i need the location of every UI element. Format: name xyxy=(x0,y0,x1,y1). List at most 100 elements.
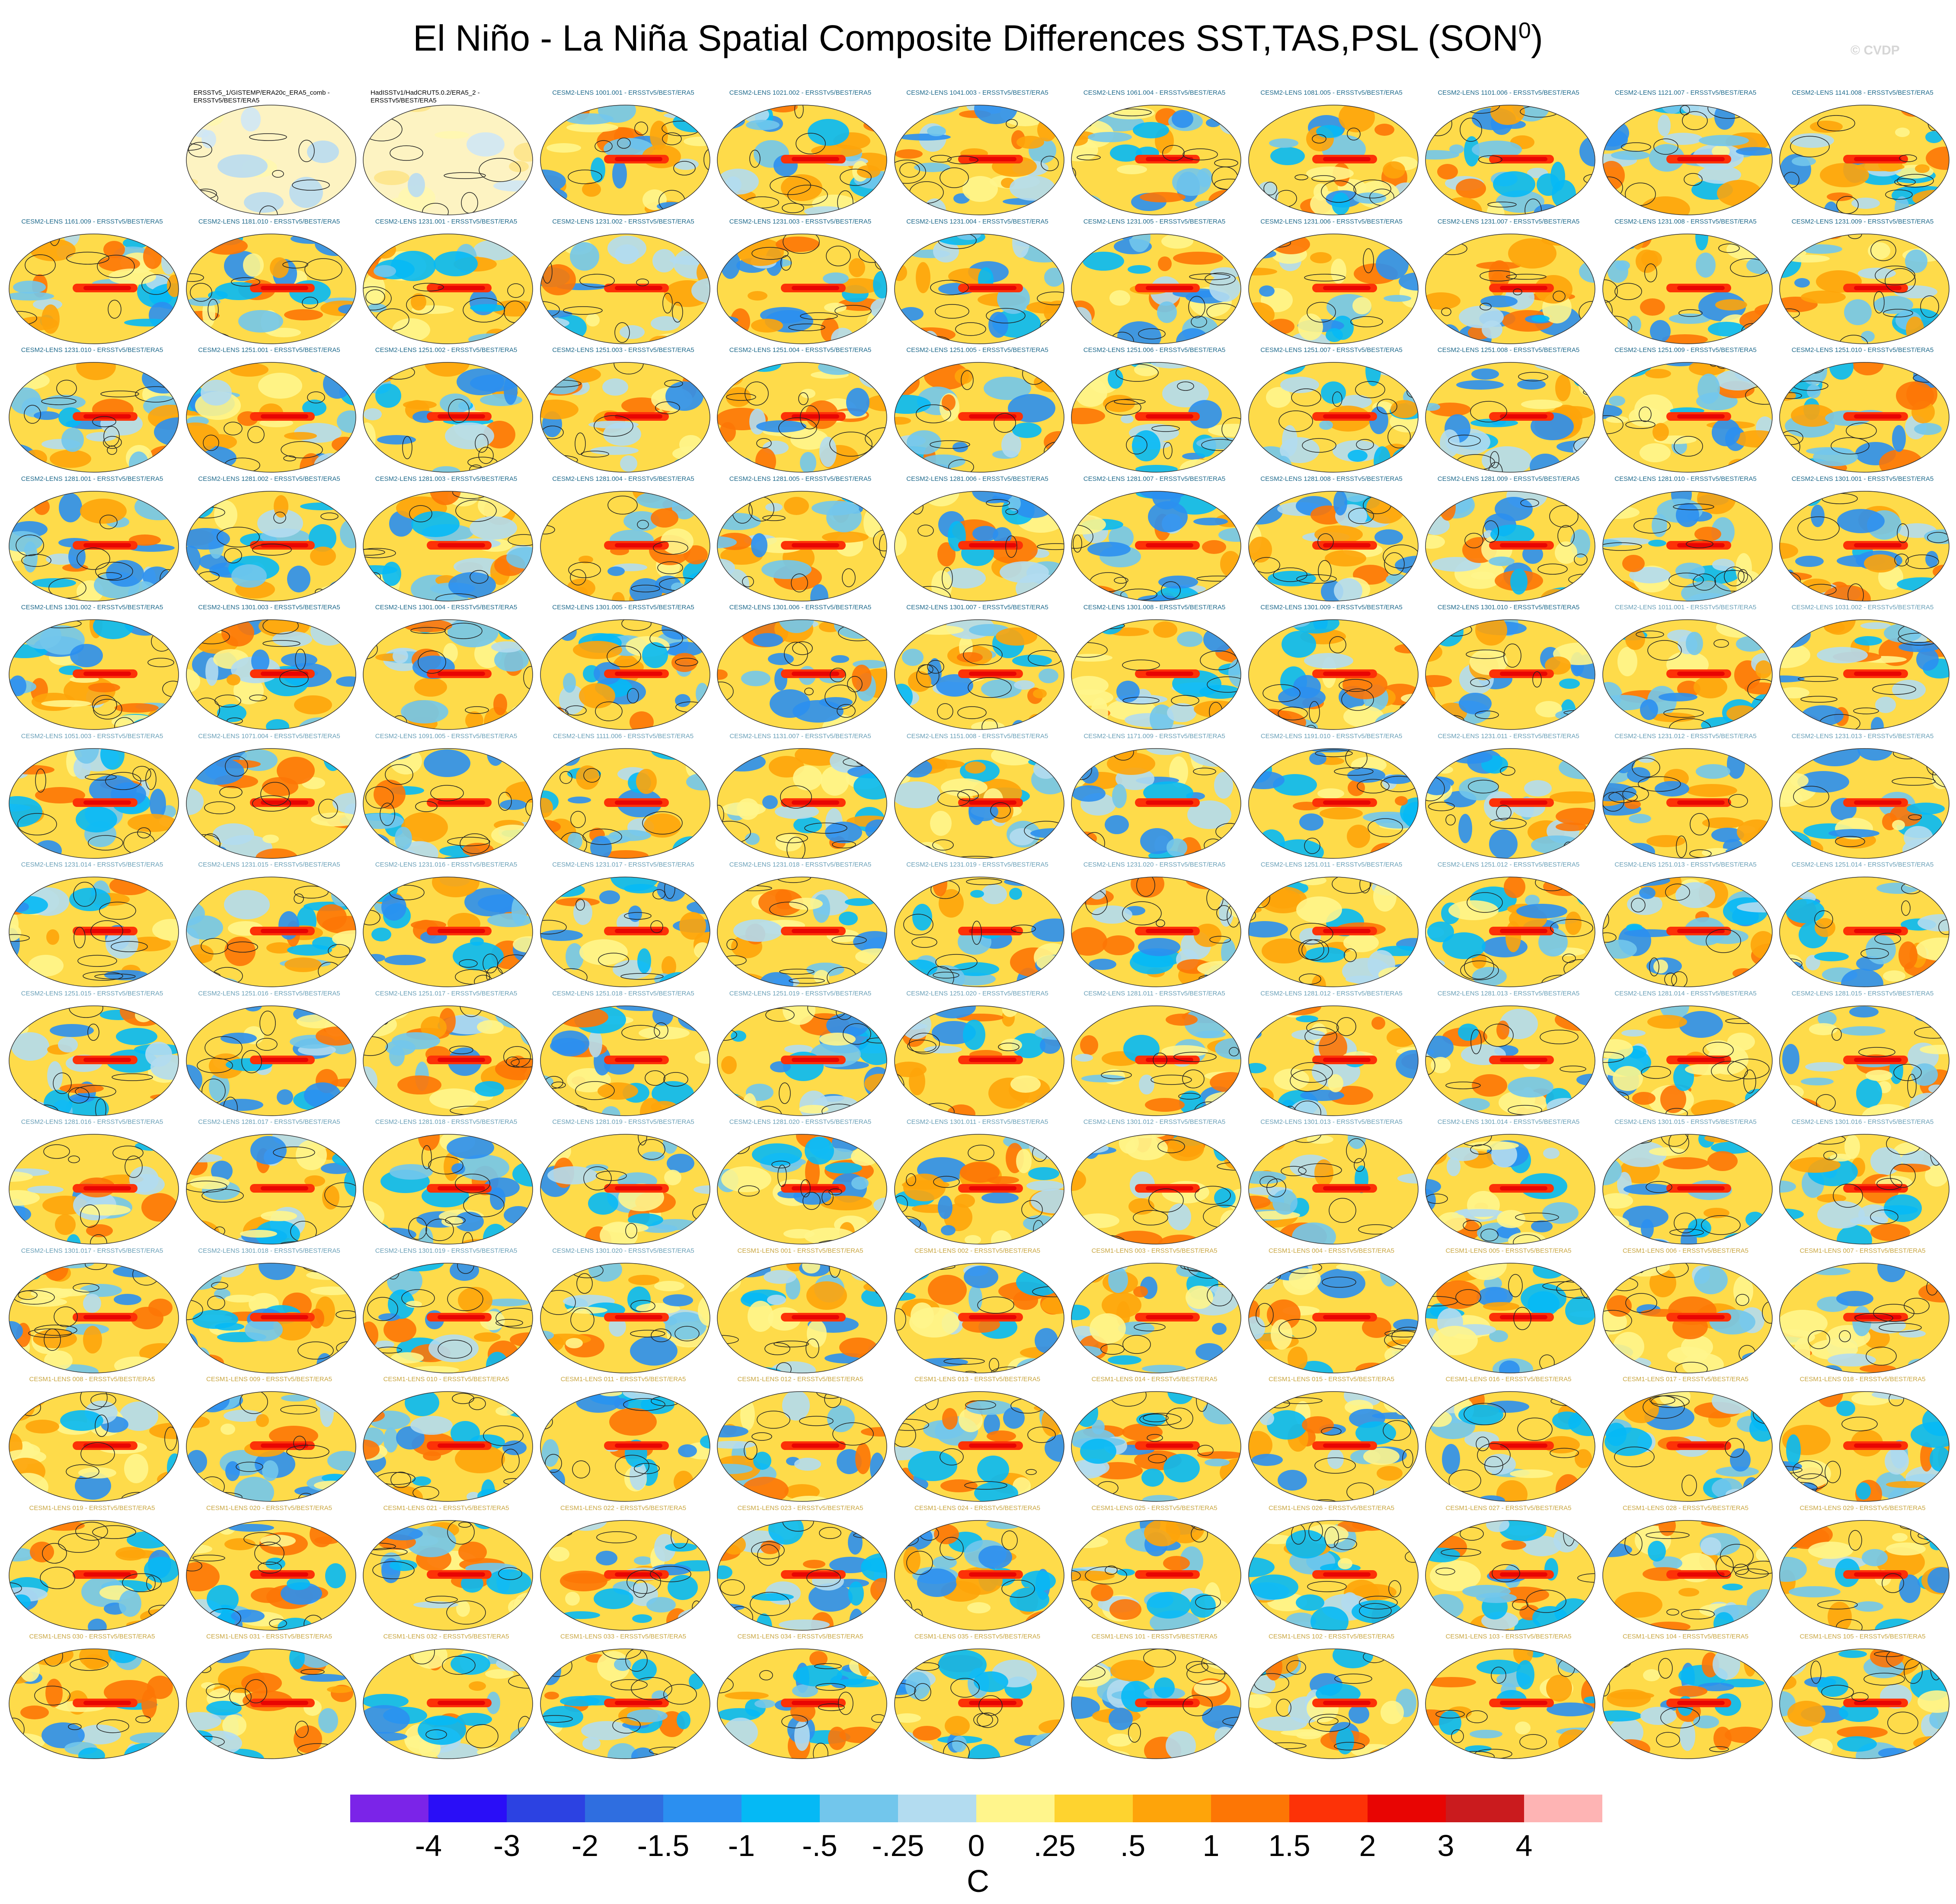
panel-label: CESM2-LENS 1251.009 - ERSSTv5/BEST/ERA5 xyxy=(1614,346,1757,354)
world-map xyxy=(1248,233,1419,344)
panel-label: CESM2-LENS 1231.009 - ERSSTv5/BEST/ERA5 xyxy=(1791,218,1934,225)
map-panel: CESM2-LENS 1301.010 - ERSSTv5/BEST/ERA5 xyxy=(1420,604,1597,733)
panel-label: CESM2-LENS 1251.012 - ERSSTv5/BEST/ERA5 xyxy=(1437,861,1580,868)
map-panel: CESM2-LENS 1231.018 - ERSSTv5/BEST/ERA5 xyxy=(712,861,889,991)
world-map xyxy=(894,619,1064,730)
panel-label: CESM2-LENS 1281.010 - ERSSTv5/BEST/ERA5 xyxy=(1614,475,1757,483)
panel-label: CESM2-LENS 1251.003 - ERSSTv5/BEST/ERA5 xyxy=(552,346,694,354)
map-panel: CESM1-LENS 026 - ERSSTv5/BEST/ERA5 xyxy=(1243,1504,1420,1634)
colorbar-tick-label: .5 xyxy=(1120,1829,1146,1862)
panel-label: CESM1-LENS 001 - ERSSTv5/BEST/ERA5 xyxy=(737,1247,863,1254)
world-map xyxy=(1071,1648,1241,1759)
world-map xyxy=(185,1134,356,1245)
map-panel: CESM2-LENS 1301.013 - ERSSTv5/BEST/ERA5 xyxy=(1243,1118,1420,1248)
colorbar-swatch xyxy=(350,1795,428,1822)
panel-label: CESM2-LENS 1231.010 - ERSSTv5/BEST/ERA5 xyxy=(21,346,163,354)
panel-label: CESM2-LENS 1231.015 - ERSSTv5/BEST/ERA5 xyxy=(198,861,340,868)
map-panel: CESM1-LENS 103 - ERSSTv5/BEST/ERA5 xyxy=(1420,1633,1597,1763)
panel-label: CESM1-LENS 019 - ERSSTv5/BEST/ERA5 xyxy=(29,1504,155,1512)
panel-label: CESM1-LENS 012 - ERSSTv5/BEST/ERA5 xyxy=(737,1376,863,1383)
world-map xyxy=(1779,362,1950,473)
world-map xyxy=(1779,1262,1950,1373)
world-map xyxy=(363,1520,533,1631)
world-map xyxy=(894,1005,1064,1116)
map-panel: CESM2-LENS 1231.013 - ERSSTv5/BEST/ERA5 xyxy=(1774,733,1951,862)
panel-label: CESM1-LENS 005 - ERSSTv5/BEST/ERA5 xyxy=(1445,1247,1572,1254)
panel-label: CESM2-LENS 1251.020 - ERSSTv5/BEST/ERA5 xyxy=(906,989,1048,997)
map-panel: CESM2-LENS 1251.002 - ERSSTv5/BEST/ERA5 xyxy=(358,346,535,476)
map-panel: CESM2-LENS 1231.009 - ERSSTv5/BEST/ERA5 xyxy=(1774,218,1951,348)
world-map xyxy=(1248,1648,1419,1759)
world-map xyxy=(1779,1520,1950,1631)
map-panel: CESM1-LENS 018 - ERSSTv5/BEST/ERA5 xyxy=(1774,1376,1951,1505)
colorbar-tick-label: -4 xyxy=(415,1829,442,1862)
panel-label: CESM2-LENS 1301.018 - ERSSTv5/BEST/ERA5 xyxy=(198,1247,340,1254)
panel-label: CESM2-LENS 1251.008 - ERSSTv5/BEST/ERA5 xyxy=(1437,346,1580,354)
colorbar-tick-label: -3 xyxy=(493,1829,521,1862)
map-panel: CESM1-LENS 004 - ERSSTv5/BEST/ERA5 xyxy=(1243,1247,1420,1377)
panel-label: CESM1-LENS 002 - ERSSTv5/BEST/ERA5 xyxy=(914,1247,1040,1254)
title-text: El Niño - La Niña Spatial Composite Diff… xyxy=(413,18,1518,58)
map-panel: CESM2-LENS 1251.015 - ERSSTv5/BEST/ERA5 xyxy=(3,990,181,1120)
world-map xyxy=(363,877,533,987)
panel-label: CESM2-LENS 1281.009 - ERSSTv5/BEST/ERA5 xyxy=(1437,475,1580,483)
map-panel: CESM1-LENS 035 - ERSSTv5/BEST/ERA5 xyxy=(889,1633,1066,1763)
panel-label: CESM2-LENS 1231.006 - ERSSTv5/BEST/ERA5 xyxy=(1260,218,1403,225)
panel-label: CESM2-LENS 1031.002 - ERSSTv5/BEST/ERA5 xyxy=(1791,604,1934,611)
panel-label: CESM2-LENS 1251.006 - ERSSTv5/BEST/ERA5 xyxy=(1083,346,1226,354)
map-panel: CESM2-LENS 1111.006 - ERSSTv5/BEST/ERA5 xyxy=(535,733,712,862)
map-panel: CESM2-LENS 1281.001 - ERSSTv5/BEST/ERA5 xyxy=(3,475,181,605)
panel-label: CESM2-LENS 1231.016 - ERSSTv5/BEST/ERA5 xyxy=(375,861,518,868)
panel-label: CESM2-LENS 1281.007 - ERSSTv5/BEST/ERA5 xyxy=(1083,475,1226,483)
panel-label: CESM1-LENS 101 - ERSSTv5/BEST/ERA5 xyxy=(1091,1633,1218,1640)
map-panel: CESM2-LENS 1161.009 - ERSSTv5/BEST/ERA5 xyxy=(3,218,181,348)
world-map xyxy=(1602,233,1773,344)
panel-label: CESM2-LENS 1301.019 - ERSSTv5/BEST/ERA5 xyxy=(375,1247,518,1254)
map-panel: CESM2-LENS 1121.007 - ERSSTv5/BEST/ERA5 xyxy=(1597,89,1774,219)
map-panel: CESM2-LENS 1251.007 - ERSSTv5/BEST/ERA5 xyxy=(1243,346,1420,476)
world-map xyxy=(1602,1648,1773,1759)
panel-label: CESM2-LENS 1301.002 - ERSSTv5/BEST/ERA5 xyxy=(21,604,163,611)
map-panel: CESM2-LENS 1281.004 - ERSSTv5/BEST/ERA5 xyxy=(535,475,712,605)
map-panel: CESM2-LENS 1231.004 - ERSSTv5/BEST/ERA5 xyxy=(889,218,1066,348)
panel-label: CESM2-LENS 1281.006 - ERSSTv5/BEST/ERA5 xyxy=(906,475,1048,483)
world-map xyxy=(185,748,356,859)
panel-label: CESM1-LENS 104 - ERSSTv5/BEST/ERA5 xyxy=(1623,1633,1748,1640)
world-map xyxy=(363,1648,533,1759)
world-map xyxy=(1425,1391,1595,1502)
map-panel: CESM1-LENS 019 - ERSSTv5/BEST/ERA5 xyxy=(3,1504,181,1634)
world-map xyxy=(540,105,710,215)
panel-label: CESM2-LENS 1231.007 - ERSSTv5/BEST/ERA5 xyxy=(1437,218,1580,225)
map-panel: CESM1-LENS 028 - ERSSTv5/BEST/ERA5 xyxy=(1597,1504,1774,1634)
panel-label: CESM2-LENS 1301.006 - ERSSTv5/BEST/ERA5 xyxy=(729,604,872,611)
map-panel: CESM1-LENS 006 - ERSSTv5/BEST/ERA5 xyxy=(1597,1247,1774,1377)
map-panel: CESM2-LENS 1281.002 - ERSSTv5/BEST/ERA5 xyxy=(181,475,358,605)
map-panel: CESM2-LENS 1231.002 - ERSSTv5/BEST/ERA5 xyxy=(535,218,712,348)
map-panel: CESM2-LENS 1081.005 - ERSSTv5/BEST/ERA5 xyxy=(1243,89,1420,219)
map-panel: CESM2-LENS 1231.014 - ERSSTv5/BEST/ERA5 xyxy=(3,861,181,991)
panel-label: CESM2-LENS 1141.008 - ERSSTv5/BEST/ERA5 xyxy=(1792,89,1934,96)
panel-label: CESM2-LENS 1301.001 - ERSSTv5/BEST/ERA5 xyxy=(1791,475,1934,483)
panel-label: CESM2-LENS 1301.016 - ERSSTv5/BEST/ERA5 xyxy=(1791,1118,1934,1126)
panel-label: CESM2-LENS 1251.002 - ERSSTv5/BEST/ERA5 xyxy=(375,346,518,354)
map-panel: CESM2-LENS 1231.003 - ERSSTv5/BEST/ERA5 xyxy=(712,218,889,348)
panel-label: CESM2-LENS 1231.001 - ERSSTv5/BEST/ERA5 xyxy=(375,218,518,225)
map-panel: CESM2-LENS 1281.020 - ERSSTv5/BEST/ERA5 xyxy=(712,1118,889,1248)
map-panel: CESM2-LENS 1231.011 - ERSSTv5/BEST/ERA5 xyxy=(1420,733,1597,862)
panel-label: CESM2-LENS 1281.012 - ERSSTv5/BEST/ERA5 xyxy=(1260,989,1403,997)
colorbar-tick-label: 1 xyxy=(1202,1829,1220,1862)
map-panel: CESM2-LENS 1301.018 - ERSSTv5/BEST/ERA5 xyxy=(181,1247,358,1377)
panel-label: CESM1-LENS 018 - ERSSTv5/BEST/ERA5 xyxy=(1799,1376,1926,1383)
world-map xyxy=(363,233,533,344)
colorbar-swatch xyxy=(1289,1795,1368,1822)
map-panel: CESM1-LENS 101 - ERSSTv5/BEST/ERA5 xyxy=(1066,1633,1243,1763)
panel-label: CESM2-LENS 1281.016 - ERSSTv5/BEST/ERA5 xyxy=(21,1118,163,1126)
panel-label: CESM2-LENS 1251.018 - ERSSTv5/BEST/ERA5 xyxy=(552,989,694,997)
panel-label: CESM2-LENS 1301.003 - ERSSTv5/BEST/ERA5 xyxy=(198,604,340,611)
panel-label: CESM1-LENS 010 - ERSSTv5/BEST/ERA5 xyxy=(383,1376,509,1383)
world-map xyxy=(1248,490,1419,602)
map-panel: CESM1-LENS 011 - ERSSTv5/BEST/ERA5 xyxy=(535,1376,712,1505)
world-map xyxy=(1425,1648,1595,1759)
map-panel: CESM2-LENS 1231.016 - ERSSTv5/BEST/ERA5 xyxy=(358,861,535,991)
panel-label: CESM1-LENS 024 - ERSSTv5/BEST/ERA5 xyxy=(914,1504,1040,1512)
